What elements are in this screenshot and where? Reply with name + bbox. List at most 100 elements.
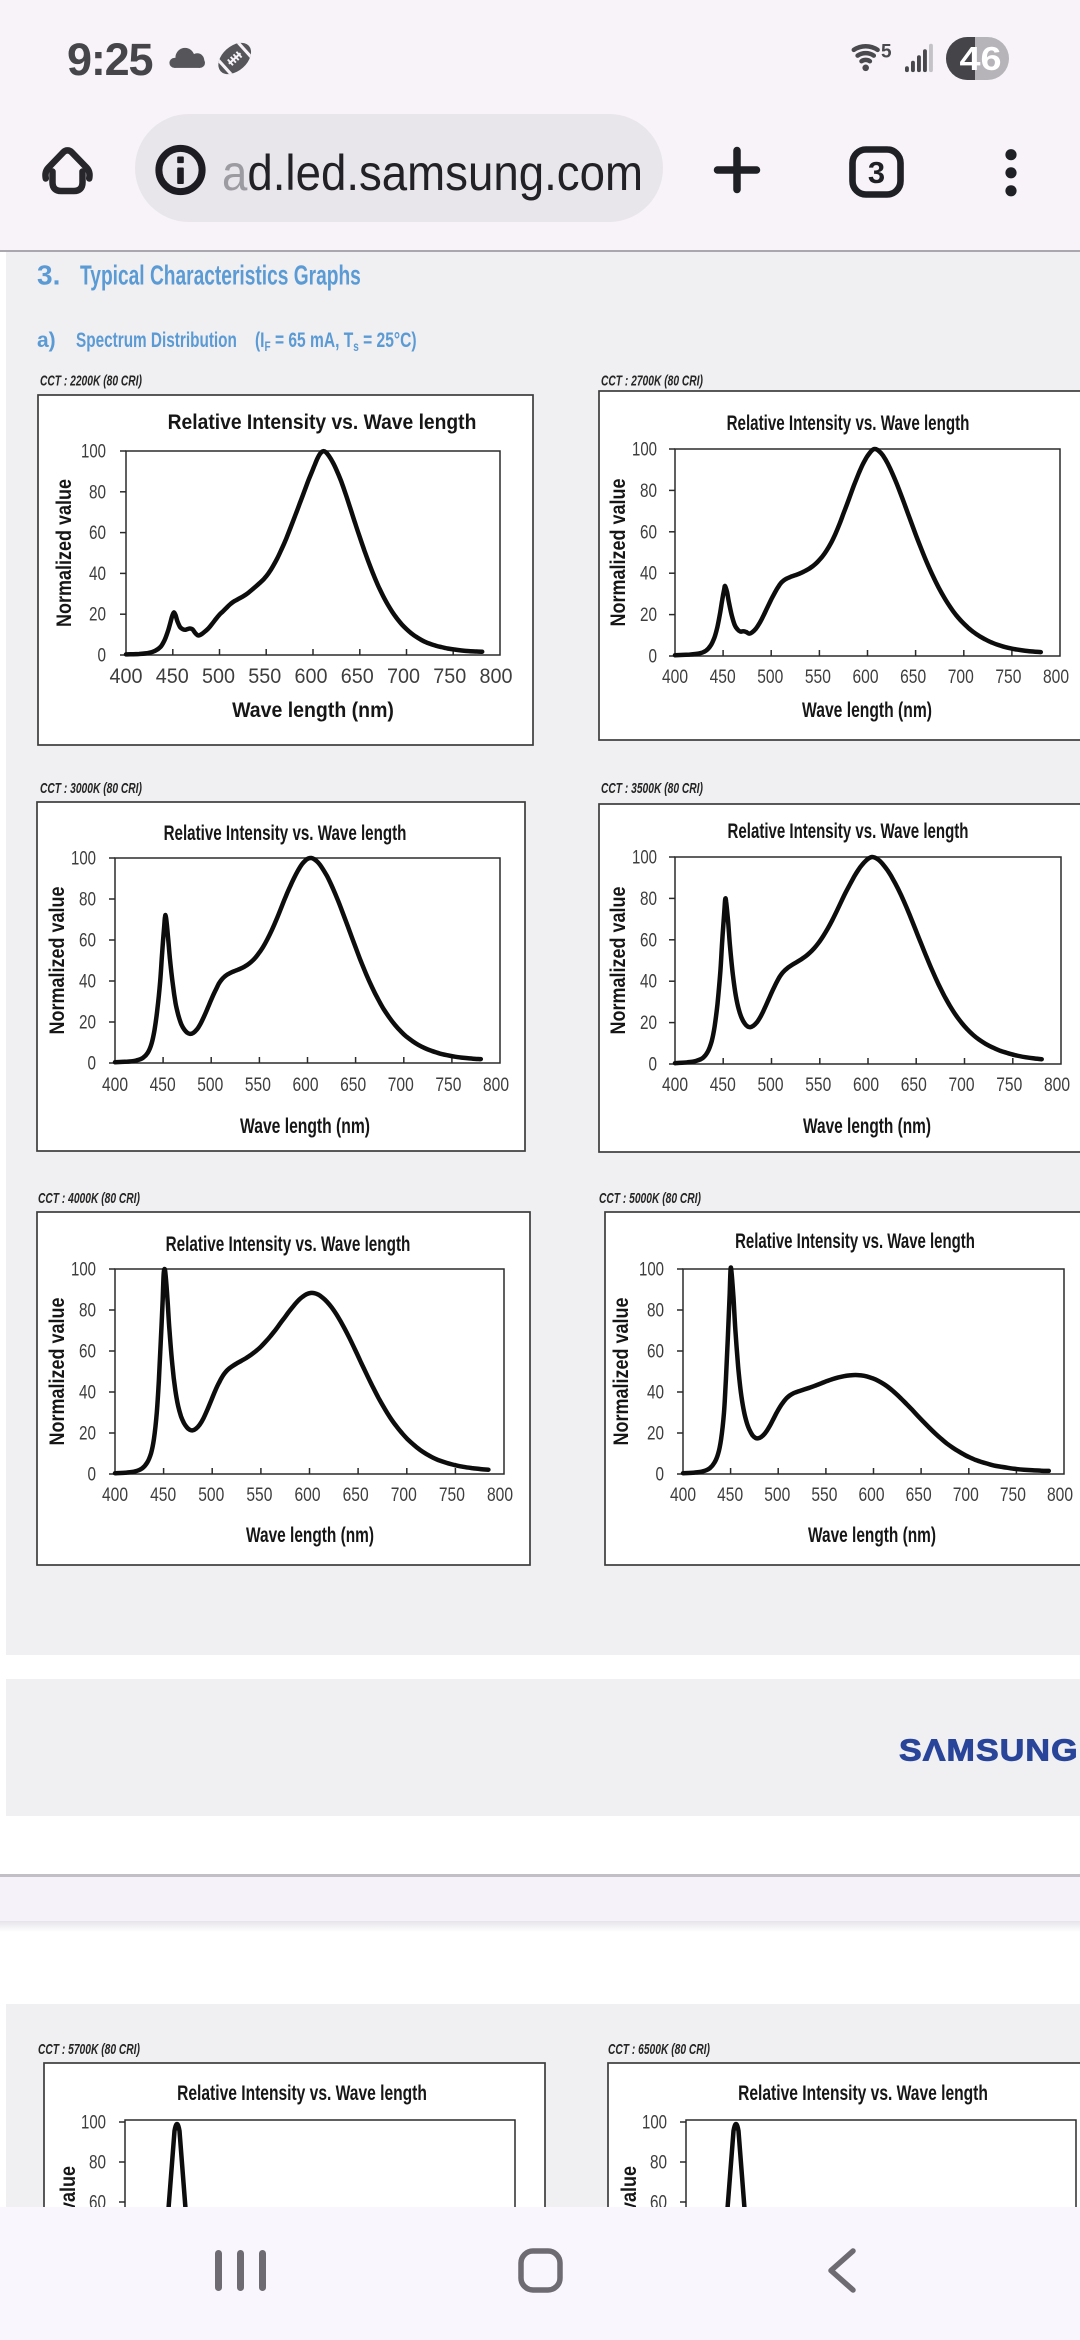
svg-text:a): a)	[37, 329, 56, 352]
svg-text:CCT : 3500K (80 CRI): CCT : 3500K (80 CRI)	[601, 780, 703, 796]
svg-text:700: 700	[391, 1483, 417, 1505]
svg-text:600: 600	[295, 1483, 321, 1505]
svg-text:CCT : 6500K (80 CRI): CCT : 6500K (80 CRI)	[608, 2041, 710, 2057]
svg-text:Normalized value: Normalized value	[53, 479, 77, 627]
svg-text:Wave length (nm): Wave length (nm)	[802, 698, 932, 722]
svg-text:100: 100	[81, 2112, 106, 2133]
svg-text:40: 40	[647, 1381, 664, 1403]
svg-text:800: 800	[487, 1483, 513, 1505]
svg-text:600: 600	[853, 665, 879, 687]
svg-text:600: 600	[859, 1483, 885, 1505]
svg-text:Relative Intensity vs. Wave le: Relative Intensity vs. Wave length	[728, 818, 969, 842]
svg-text:Wave length (nm): Wave length (nm)	[232, 698, 394, 722]
svg-text:650: 650	[343, 1483, 369, 1505]
svg-text:Relative Intensity vs. Wave le: Relative Intensity vs. Wave length	[738, 2081, 988, 2105]
svg-text:400: 400	[102, 1073, 128, 1095]
svg-text:100: 100	[639, 1259, 664, 1280]
svg-text:20: 20	[89, 603, 106, 625]
svg-text:650: 650	[341, 665, 374, 688]
svg-text:700: 700	[388, 1073, 414, 1095]
svg-text:Relative Intensity vs. Wave le: Relative Intensity vs. Wave length	[164, 820, 407, 844]
svg-text:60: 60	[647, 1340, 664, 1362]
svg-text:80: 80	[650, 2151, 667, 2173]
svg-text:550: 550	[805, 1073, 831, 1095]
svg-text:400: 400	[670, 1483, 696, 1505]
svg-text:100: 100	[642, 2112, 667, 2133]
svg-text:500: 500	[197, 1073, 223, 1095]
svg-text:Wave length (nm): Wave length (nm)	[240, 1114, 370, 1138]
svg-text:Normalized value: Normalized value	[46, 886, 70, 1034]
svg-text:450: 450	[156, 665, 189, 688]
svg-text:Wave length (nm): Wave length (nm)	[808, 1522, 936, 1546]
svg-text:5: 5	[881, 42, 892, 63]
svg-text:20: 20	[640, 1011, 657, 1033]
svg-text:ad.led.samsung.com: ad.led.samsung.com	[222, 146, 643, 201]
svg-text:0: 0	[88, 1463, 96, 1485]
svg-text:20: 20	[79, 1011, 96, 1033]
svg-text:800: 800	[1044, 1073, 1070, 1095]
svg-text:600: 600	[853, 1073, 879, 1095]
svg-text:0: 0	[649, 645, 657, 667]
svg-text:Relative Intensity vs. Wave le: Relative Intensity vs. Wave length	[177, 2081, 427, 2105]
svg-text:650: 650	[340, 1073, 366, 1095]
svg-text:550: 550	[811, 1483, 837, 1505]
svg-text:400: 400	[110, 665, 143, 688]
svg-text:800: 800	[1047, 1483, 1073, 1505]
svg-text:Relative Intensity vs. Wave le: Relative Intensity vs. Wave length	[168, 411, 477, 434]
svg-text:600: 600	[293, 1073, 319, 1095]
svg-text:800: 800	[483, 1073, 509, 1095]
svg-text:80: 80	[89, 481, 106, 503]
svg-text:750: 750	[1000, 1483, 1026, 1505]
svg-text:80: 80	[89, 2151, 106, 2173]
svg-text:40: 40	[640, 562, 657, 584]
svg-text:20: 20	[647, 1422, 664, 1444]
svg-text:100: 100	[81, 441, 106, 462]
svg-text:800: 800	[480, 665, 513, 688]
svg-text:450: 450	[710, 665, 736, 687]
svg-text:80: 80	[640, 887, 657, 909]
svg-text:100: 100	[632, 847, 657, 868]
svg-text:46: 46	[960, 40, 1002, 77]
svg-text:550: 550	[245, 1073, 271, 1095]
svg-text:60: 60	[640, 521, 657, 543]
svg-text:0: 0	[649, 1053, 657, 1075]
svg-text:Relative Intensity vs. Wave le: Relative Intensity vs. Wave length	[727, 410, 970, 434]
svg-text:Spectrum Distribution: Spectrum Distribution	[76, 328, 237, 352]
svg-text:40: 40	[79, 1381, 96, 1403]
svg-text:400: 400	[662, 665, 688, 687]
svg-text:CCT : 5700K (80 CRI): CCT : 5700K (80 CRI)	[38, 2041, 140, 2057]
svg-text:100: 100	[71, 1259, 96, 1280]
svg-text:750: 750	[995, 665, 1021, 687]
svg-text:750: 750	[433, 665, 466, 688]
svg-text:500: 500	[202, 665, 235, 688]
svg-text:450: 450	[150, 1073, 176, 1095]
svg-text:40: 40	[79, 970, 96, 992]
svg-text:60: 60	[89, 521, 106, 543]
svg-text:600: 600	[295, 665, 328, 688]
svg-text:450: 450	[150, 1483, 176, 1505]
svg-text:60: 60	[79, 929, 96, 951]
svg-text:Relative Intensity vs. Wave le: Relative Intensity vs. Wave length	[735, 1228, 975, 1252]
svg-text:40: 40	[89, 562, 106, 584]
svg-text:(IF = 65 mA, Ts = 25°C): (IF = 65 mA, Ts = 25°C)	[255, 328, 417, 355]
svg-text:SΛMSUNG: SΛMSUNG	[899, 1733, 1079, 1767]
svg-text:550: 550	[248, 665, 281, 688]
svg-text:550: 550	[246, 1483, 272, 1505]
svg-text:750: 750	[996, 1073, 1022, 1095]
svg-text:80: 80	[647, 1299, 664, 1321]
svg-text:750: 750	[435, 1073, 461, 1095]
svg-text:80: 80	[79, 888, 96, 910]
svg-text:80: 80	[640, 479, 657, 501]
svg-text:20: 20	[640, 603, 657, 625]
svg-text:Normalized value: Normalized value	[607, 886, 631, 1034]
svg-text:500: 500	[758, 1073, 784, 1095]
svg-text:800: 800	[1043, 665, 1069, 687]
svg-text:500: 500	[198, 1483, 224, 1505]
svg-text:500: 500	[764, 1483, 790, 1505]
svg-text:60: 60	[79, 1340, 96, 1362]
svg-text:Normalized value: Normalized value	[607, 478, 631, 626]
svg-text:100: 100	[71, 848, 96, 869]
svg-text:0: 0	[98, 644, 106, 666]
svg-text:700: 700	[948, 665, 974, 687]
svg-text:750: 750	[439, 1483, 465, 1505]
